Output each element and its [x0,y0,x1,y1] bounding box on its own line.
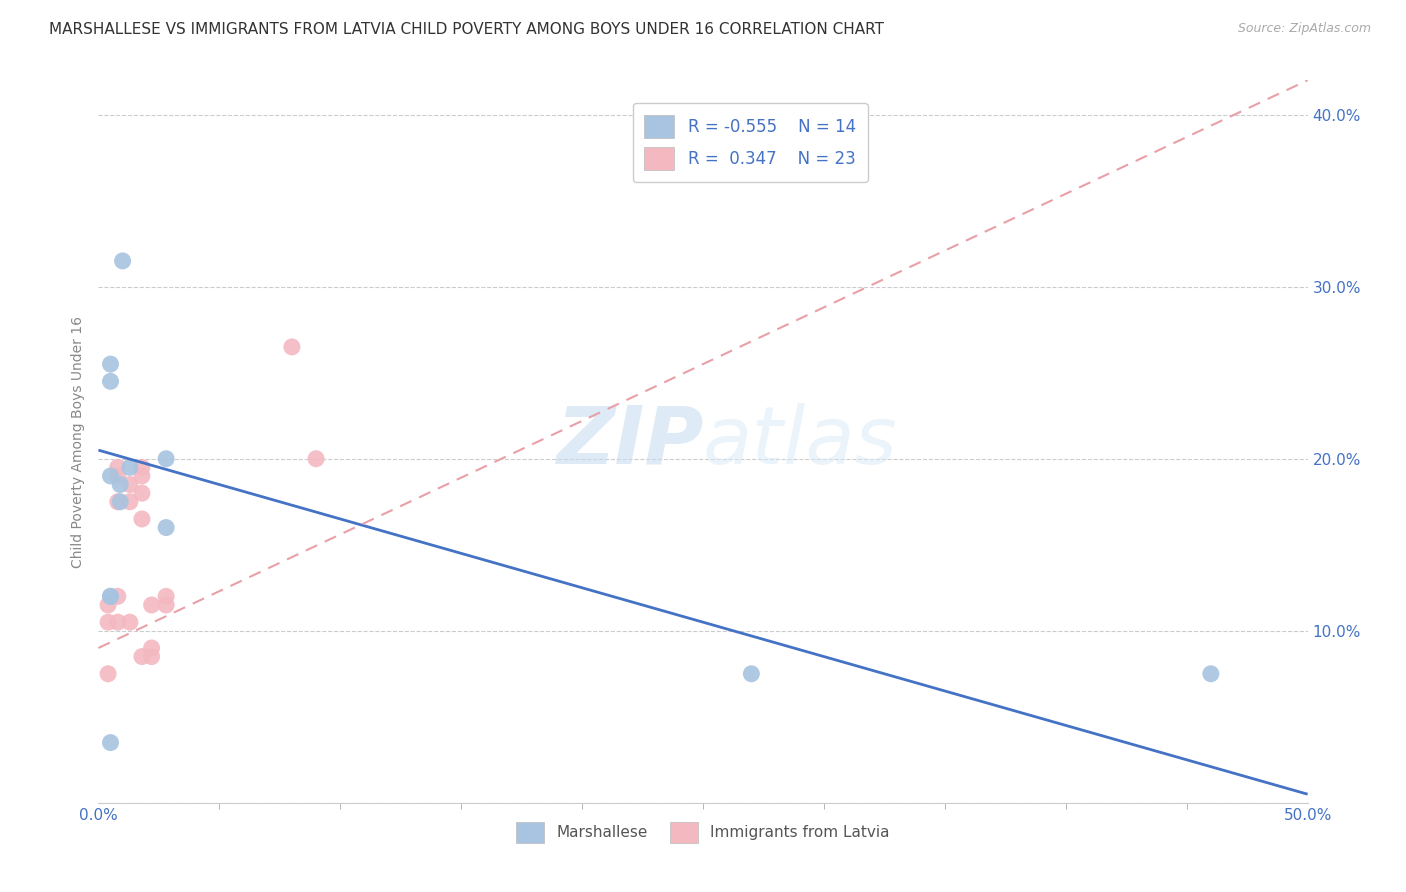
Text: ZIP: ZIP [555,402,703,481]
Point [281,340,304,354]
Point [100,735,122,749]
Point [97,666,120,681]
Point [131,649,153,664]
Point [141,640,163,655]
Point [131,512,153,526]
Point [111,253,134,268]
Point [131,460,153,475]
Point [108,477,131,491]
Point [141,598,163,612]
Text: MARSHALLESE VS IMMIGRANTS FROM LATVIA CHILD POVERTY AMONG BOYS UNDER 16 CORRELAT: MARSHALLESE VS IMMIGRANTS FROM LATVIA CH… [49,22,884,37]
Point [155,451,177,466]
Point [1199,666,1222,681]
Point [100,375,122,389]
Point [100,590,122,604]
Point [740,666,762,681]
Point [100,357,122,371]
Point [118,494,141,508]
Point [305,451,328,466]
Point [155,520,177,534]
Point [97,598,120,612]
Text: Source: ZipAtlas.com: Source: ZipAtlas.com [1237,22,1371,36]
Point [100,469,122,483]
Point [131,469,153,483]
Point [100,590,122,604]
Point [107,460,129,475]
Point [107,615,129,630]
Point [155,598,177,612]
Point [97,615,120,630]
Point [118,615,141,630]
Point [107,590,129,604]
Point [141,649,163,664]
Point [118,460,141,475]
Y-axis label: Child Poverty Among Boys Under 16: Child Poverty Among Boys Under 16 [72,316,86,567]
Point [107,494,129,508]
Legend: Marshallese, Immigrants from Latvia: Marshallese, Immigrants from Latvia [510,815,896,849]
Point [131,486,153,500]
Point [107,469,129,483]
Point [108,494,131,508]
Text: atlas: atlas [703,402,898,481]
Point [118,477,141,491]
Point [155,590,177,604]
